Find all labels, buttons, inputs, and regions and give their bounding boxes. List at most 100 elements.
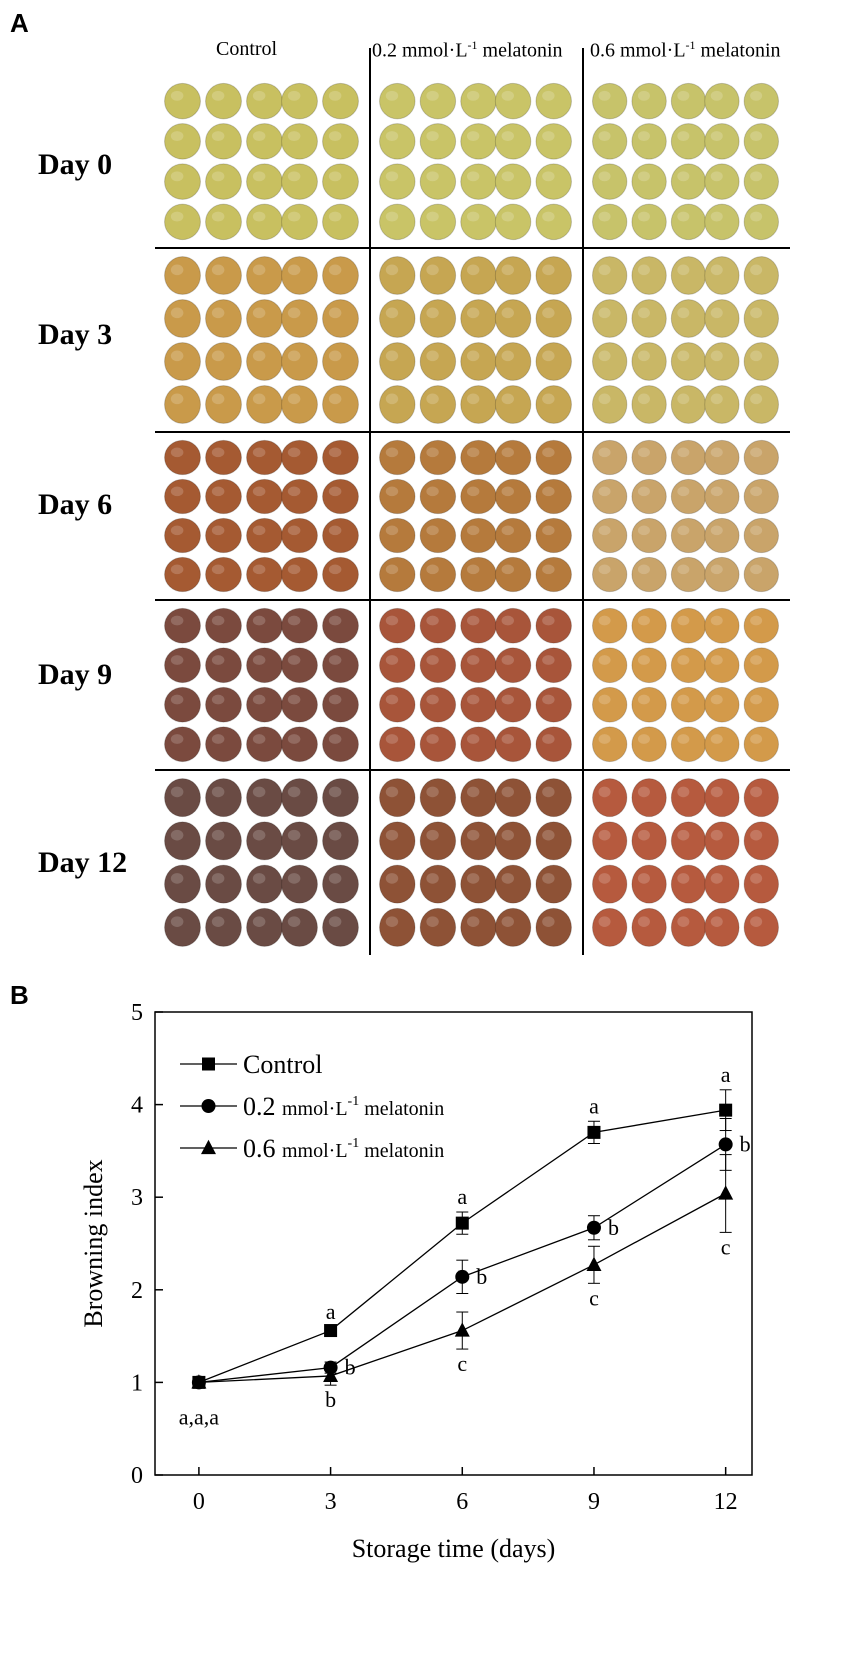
- fruit-highlight: [598, 264, 611, 276]
- fruit-highlight: [385, 171, 399, 182]
- lychee-fruit: [322, 82, 359, 120]
- lychee-fruit: [631, 907, 667, 947]
- fruit-highlight: [328, 264, 342, 276]
- lychee-fruit: [743, 163, 780, 200]
- fruit-highlight: [328, 655, 342, 665]
- fruit-highlight: [211, 829, 225, 841]
- fruit-highlight: [170, 525, 184, 536]
- fruit-highlight: [598, 307, 611, 319]
- lychee-fruit: [419, 726, 457, 763]
- lychee-fruit: [631, 256, 667, 295]
- fruit-highlight: [385, 264, 399, 276]
- row-label-day-9: Day 9: [38, 658, 113, 691]
- y-tick-label: 2: [131, 1278, 143, 1304]
- fruit-highlight: [426, 786, 439, 798]
- fruit-highlight: [677, 564, 690, 575]
- fruit-highlight: [466, 829, 480, 841]
- fruit-highlight: [287, 131, 301, 142]
- fruit-highlight: [328, 90, 342, 101]
- lychee-fruit: [743, 686, 780, 723]
- data-point: [718, 1137, 733, 1152]
- fruit-highlight: [677, 829, 690, 841]
- fruit-highlight: [750, 447, 763, 458]
- lychee-fruit: [419, 203, 457, 241]
- lychee-fruit: [535, 907, 572, 947]
- lychee-fruit: [419, 82, 457, 120]
- lychee-fruit: [419, 342, 457, 381]
- fruit-highlight: [598, 90, 611, 101]
- fruit-highlight: [466, 211, 480, 222]
- fruit-highlight: [598, 829, 611, 841]
- lychee-fruit: [246, 517, 283, 554]
- fruit-highlight: [385, 525, 399, 536]
- lychee-fruit: [460, 647, 497, 684]
- fruit-highlight: [750, 655, 763, 665]
- y-tick-label: 4: [131, 1093, 143, 1119]
- lychee-fruit: [670, 864, 707, 904]
- lychee-fruit: [419, 647, 457, 684]
- lychee-fruit: [743, 439, 780, 476]
- fruit-highlight: [385, 211, 399, 222]
- fruit-highlight: [466, 655, 480, 665]
- lychee-fruit: [494, 342, 532, 381]
- fruit-highlight: [542, 211, 555, 222]
- panel-b-letter: B: [10, 980, 29, 1010]
- fruit-highlight: [385, 350, 399, 362]
- fruit-highlight: [710, 264, 723, 276]
- fruit-highlight: [598, 694, 611, 705]
- fruit-highlight: [426, 264, 439, 276]
- x-tick-label: 0: [193, 1489, 205, 1515]
- lychee-fruit: [322, 517, 359, 554]
- lychee-fruit: [670, 556, 707, 593]
- lychee-fruit: [164, 299, 201, 338]
- fruit-highlight: [170, 694, 184, 705]
- legend-entry-1: 0.2 mmol·L-1 melatonin: [243, 1092, 444, 1121]
- lychee-fruit: [704, 385, 740, 424]
- fruit-highlight: [328, 131, 342, 142]
- lychee-fruit: [205, 686, 242, 723]
- fruit-highlight: [710, 211, 723, 222]
- fruit-highlight: [170, 447, 184, 458]
- lychee-fruit: [591, 864, 628, 904]
- fruit-highlight: [710, 829, 723, 841]
- lychee-fruit: [281, 82, 318, 120]
- panel-a-letter: A: [10, 8, 29, 38]
- fruit-highlight: [598, 447, 611, 458]
- lychee-fruit: [670, 907, 707, 947]
- lychee-fruit: [743, 478, 780, 515]
- lychee-fruit: [322, 256, 359, 295]
- fruit-highlight: [677, 393, 690, 405]
- lychee-fruit: [591, 778, 628, 818]
- lychee-fruit: [246, 123, 283, 160]
- fruit-highlight: [637, 873, 650, 884]
- fruit-highlight: [542, 307, 555, 319]
- lychee-fruit: [164, 439, 201, 476]
- lychee-fruit: [631, 299, 667, 338]
- lychee-fruit: [205, 342, 242, 381]
- lychee-fruit: [164, 256, 201, 295]
- fruit-highlight: [542, 90, 555, 101]
- lychee-fruit: [419, 864, 457, 904]
- lychee-fruit: [670, 123, 707, 160]
- fruit-highlight: [287, 916, 301, 927]
- lychee-fruit: [379, 439, 416, 476]
- lychee-fruit: [164, 607, 201, 644]
- lychee-fruit: [419, 163, 457, 200]
- lychee-fruit: [164, 647, 201, 684]
- lychee-fruit: [535, 821, 572, 861]
- significance-letter: a: [457, 1184, 467, 1209]
- lychee-fruit: [535, 726, 572, 763]
- fruit-highlight: [287, 264, 301, 276]
- fruit-highlight: [328, 694, 342, 705]
- fruit-highlight: [501, 525, 514, 536]
- fruit-highlight: [542, 694, 555, 705]
- data-point: [718, 1185, 734, 1200]
- lychee-fruit: [205, 647, 242, 684]
- column-header-control: Control: [216, 38, 278, 60]
- fruit-highlight: [170, 90, 184, 101]
- lychee-fruit: [743, 517, 780, 554]
- fruit-highlight: [211, 171, 225, 182]
- fruit-highlight: [637, 655, 650, 665]
- lychee-fruit: [379, 726, 416, 763]
- lychee-fruit: [419, 607, 457, 644]
